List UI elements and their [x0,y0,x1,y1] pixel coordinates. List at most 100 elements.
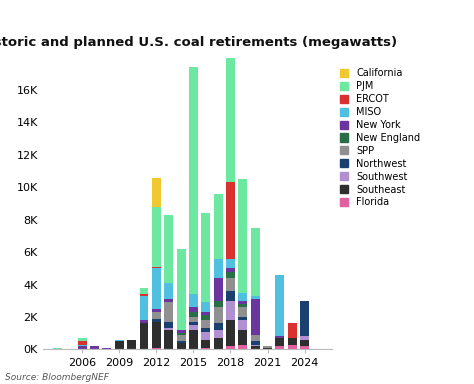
Bar [189,312,198,317]
Bar [238,304,247,307]
Bar [214,323,223,330]
Bar [226,58,235,182]
Bar [214,259,223,278]
Bar [251,299,260,335]
Bar [238,179,247,293]
Bar [214,307,223,323]
Bar [164,303,173,322]
Bar [164,330,173,349]
Bar [152,268,161,309]
Bar [152,312,161,319]
Bar [177,335,185,341]
Bar [226,278,235,291]
Bar [90,346,99,349]
Bar [201,213,210,303]
Bar [177,249,185,330]
Bar [300,346,309,349]
Bar [139,288,148,294]
Bar [78,344,87,346]
Bar [201,328,210,332]
Bar [115,341,124,349]
Bar [214,338,223,349]
Bar [177,330,185,333]
Bar [53,348,62,349]
Bar [201,340,210,348]
Bar [152,267,161,268]
Bar [300,336,309,340]
Bar [177,341,185,343]
Bar [251,341,260,344]
Bar [164,328,173,330]
Bar [238,320,247,330]
Bar [139,320,148,323]
Bar [201,312,210,315]
Bar [214,278,223,301]
Text: Source: BloombergNEF: Source: BloombergNEF [5,373,109,382]
Bar [226,268,235,271]
Bar [189,317,198,322]
Bar [238,301,247,304]
Bar [177,343,185,349]
Bar [189,307,198,312]
Legend: California, PJM, ERCOT, MISO, New York, New England, SPP, Northwest, Southwest, : California, PJM, ERCOT, MISO, New York, … [339,68,420,207]
Bar [189,325,198,330]
Bar [263,346,272,348]
Bar [152,309,161,312]
Bar [288,323,297,338]
Bar [214,330,223,338]
Bar [102,348,111,349]
Bar [238,307,247,317]
Bar [226,182,235,259]
Bar [226,346,235,349]
Bar [139,294,148,296]
Bar [275,338,284,346]
Bar [152,322,161,348]
Bar [226,259,235,268]
Bar [251,346,260,349]
Bar [251,335,260,341]
Bar [189,322,198,325]
Bar [177,333,185,335]
Bar [152,177,161,207]
Bar [226,320,235,346]
Bar [214,194,223,259]
Bar [288,344,297,349]
Bar [189,330,198,349]
Bar [275,346,284,349]
Bar [226,301,235,320]
Bar [275,336,284,338]
Bar [275,275,284,336]
Bar [127,340,136,349]
Bar [164,283,173,299]
Bar [78,346,87,349]
Bar [164,215,173,283]
Bar [288,338,297,344]
Title: Historic and planned U.S. coal retirements (megawatts): Historic and planned U.S. coal retiremen… [0,36,397,50]
Bar [214,301,223,307]
Bar [238,293,247,301]
Bar [238,317,247,320]
Bar [189,294,198,307]
Bar [78,341,87,344]
Bar [164,322,173,328]
Bar [300,340,309,346]
Bar [300,301,309,336]
Bar [152,348,161,349]
Bar [152,207,161,267]
Bar [201,332,210,340]
Bar [164,299,173,303]
Bar [201,315,210,320]
Bar [139,323,148,349]
Bar [201,348,210,349]
Bar [251,344,260,346]
Bar [238,344,247,349]
Bar [226,271,235,278]
Bar [78,338,87,341]
Bar [238,330,247,344]
Bar [263,348,272,349]
Bar [251,296,260,299]
Bar [152,319,161,322]
Bar [139,296,148,320]
Bar [189,67,198,294]
Bar [115,340,124,341]
